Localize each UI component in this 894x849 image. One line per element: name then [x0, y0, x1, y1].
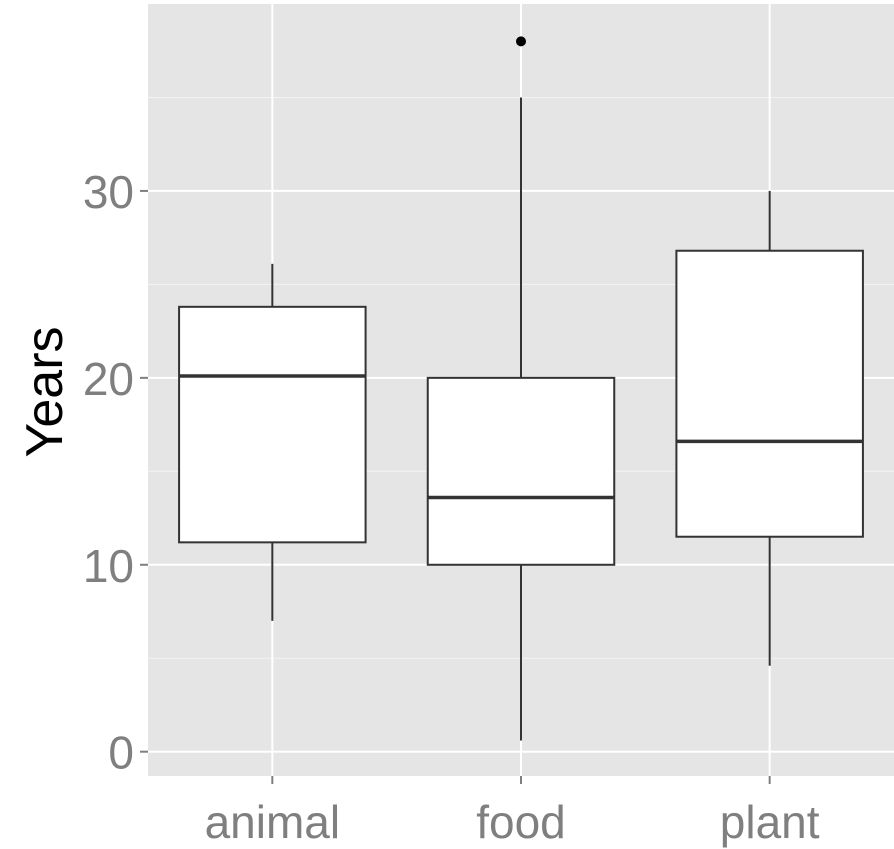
- x-tick-label: food: [476, 796, 566, 848]
- y-tick-label: 10: [83, 540, 134, 592]
- x-tick-label: animal: [205, 796, 341, 848]
- box-iqr: [675, 249, 864, 538]
- y-tick-label: 20: [83, 353, 134, 405]
- box-iqr: [178, 305, 367, 544]
- box-animal: [178, 263, 367, 621]
- box-food: [426, 36, 616, 741]
- y-axis-title: Years: [16, 326, 74, 457]
- box-plant: [675, 190, 864, 666]
- axes: 0 10 20 30 animal food plant: [83, 166, 820, 848]
- y-tick-label: 0: [108, 727, 134, 779]
- y-tick-label: 30: [83, 166, 134, 218]
- box-iqr: [426, 376, 616, 566]
- boxes: [178, 36, 864, 741]
- outlier-point: [516, 36, 526, 47]
- x-tick-label: plant: [720, 796, 820, 848]
